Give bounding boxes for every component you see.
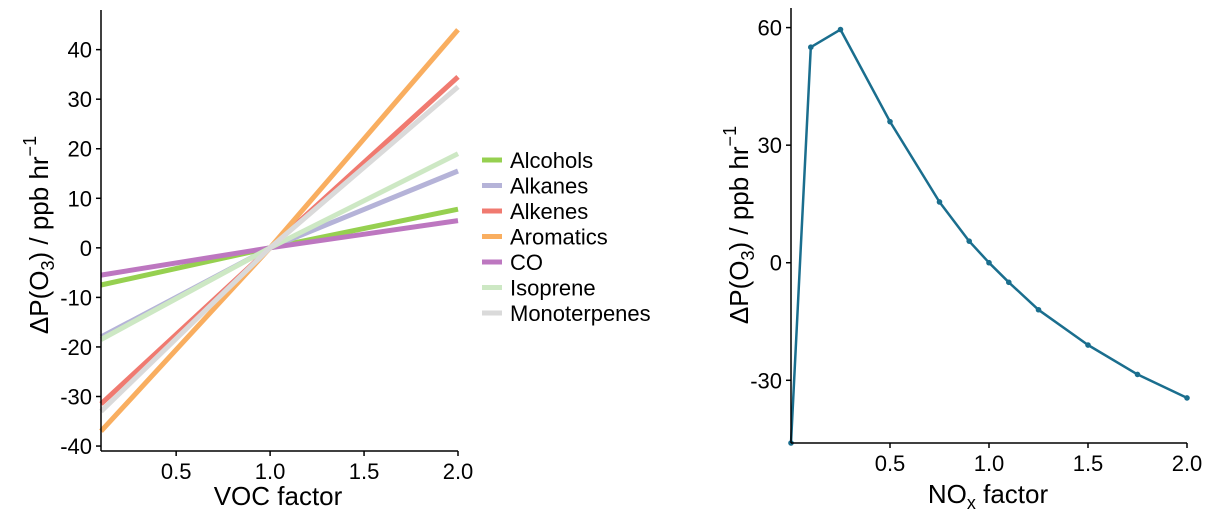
nox-data-point xyxy=(1184,395,1190,401)
nox-x-ticks: 0.5 1.0 1.5 2.0 xyxy=(875,443,1203,476)
nox-x-tick-label: 1.0 xyxy=(974,451,1005,476)
voc-x-axis-label: VOC factor xyxy=(214,481,343,511)
voc-x-ticks: 0.5 1.0 1.5 2.0 xyxy=(161,451,473,484)
nox-y-tick-label: 30 xyxy=(758,133,782,158)
legend-label: Monoterpenes xyxy=(510,301,651,326)
legend-label: Alcohols xyxy=(510,148,593,173)
voc-y-tick-label: 20 xyxy=(68,137,92,162)
nox-y-tick-label: 60 xyxy=(758,16,782,41)
nox-data-point xyxy=(1134,371,1141,378)
nox-data-point xyxy=(936,199,943,205)
nox-panel: -30 0 30 60 0.5 1.0 1.5 2.0 NOx factor ΔP(O3) … xyxy=(720,8,1202,511)
voc-y-tick-label: 10 xyxy=(68,186,92,211)
voc-panel: -40 -30 -20 -10 0 10 20 30 40 0.5 1.0 1.5 2.0 VOC f… xyxy=(20,10,651,511)
legend-label: Alkenes xyxy=(510,199,588,224)
nox-x-tick-label: 0.5 xyxy=(875,451,906,476)
legend-label: Isoprene xyxy=(510,276,596,301)
nox-data-point xyxy=(887,118,893,125)
nox-x-tick-label: 2.0 xyxy=(1172,451,1203,476)
voc-y-tick-label: -40 xyxy=(60,434,92,459)
voc-x-tick-label: 2.0 xyxy=(443,459,474,484)
legend-label: Alkanes xyxy=(510,174,588,199)
nox-data-point xyxy=(1006,279,1012,286)
legend-label: Aromatics xyxy=(510,225,608,250)
nox-data-point xyxy=(1035,306,1042,313)
voc-series-lines xyxy=(99,28,460,433)
nox-x-tick-label: 1.5 xyxy=(1073,451,1104,476)
nox-y-tick-label: 0 xyxy=(770,251,782,276)
voc-legend: AlcoholsAlkanesAlkenesAromaticsCOIsopren… xyxy=(482,148,651,326)
legend-label: CO xyxy=(510,250,543,275)
voc-y-tick-label: 0 xyxy=(80,236,92,261)
nox-data-point xyxy=(1085,342,1091,348)
voc-series-line xyxy=(99,84,460,414)
nox-data-point xyxy=(986,259,992,266)
voc-y-tick-label: -30 xyxy=(60,384,92,409)
nox-x-axis-label: NOx factor xyxy=(928,479,1049,511)
voc-series-line xyxy=(100,218,459,278)
nox-series-line xyxy=(789,28,1188,444)
voc-x-tick-label: 0.5 xyxy=(161,459,192,484)
nox-y-ticks: -30 0 30 60 xyxy=(750,16,791,393)
voc-y-ticks: -40 -30 -20 -10 0 10 20 30 40 xyxy=(60,38,101,459)
nox-y-tick-label: -30 xyxy=(750,368,782,393)
nox-data-point xyxy=(808,44,814,50)
nox-data-point xyxy=(966,238,972,244)
voc-y-tick-label: 30 xyxy=(68,87,92,112)
voc-y-tick-label: -20 xyxy=(60,335,92,360)
voc-y-axis-label: ΔP(O3) / ppb hr−1 xyxy=(20,136,58,334)
voc-x-tick-label: 1.5 xyxy=(349,459,380,484)
nox-y-axis-label: ΔP(O3) / ppb hr−1 xyxy=(720,126,758,324)
nox-data-point xyxy=(837,26,844,33)
voc-y-tick-label: -10 xyxy=(60,285,92,310)
nox-series xyxy=(788,26,1190,446)
voc-y-tick-label: 40 xyxy=(68,38,92,63)
voc-x-tick-label: 1.0 xyxy=(255,459,286,484)
